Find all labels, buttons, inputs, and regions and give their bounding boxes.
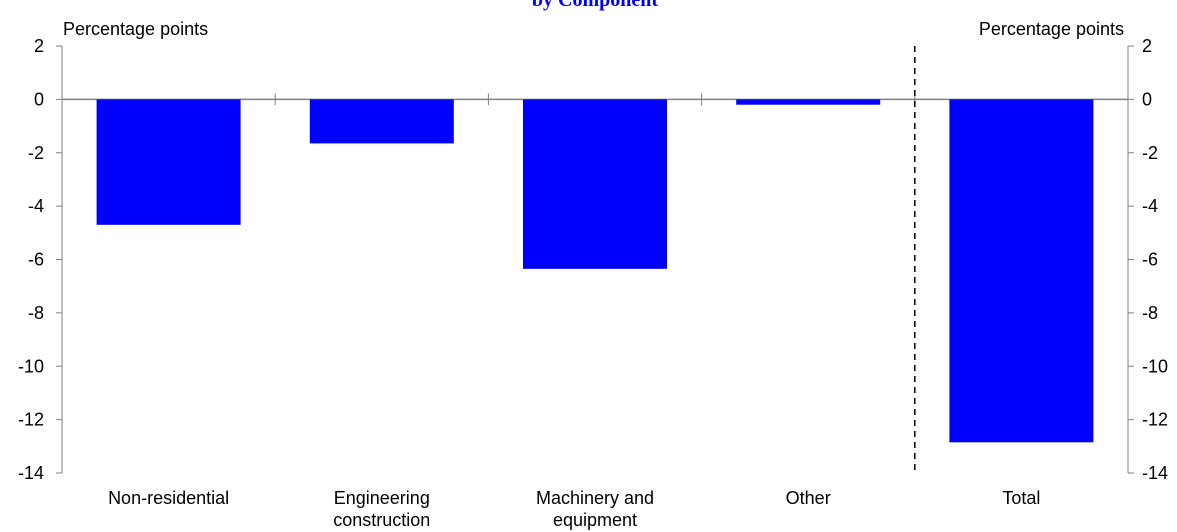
right-tick-label: 2 [1142, 36, 1152, 56]
right-tick-label: -6 [1142, 250, 1158, 270]
left-tick-label: -2 [28, 143, 44, 163]
right-tick-label: -10 [1142, 356, 1168, 376]
left-tick-label: -12 [18, 410, 44, 430]
right-tick-label: -8 [1142, 303, 1158, 323]
category-label: construction [333, 510, 430, 530]
left-axis-title: Percentage points [63, 19, 208, 39]
left-tick-label: -14 [18, 463, 44, 483]
right-tick-label: -12 [1142, 410, 1168, 430]
category-label: Non-residential [108, 488, 229, 508]
bar [96, 99, 241, 225]
category-label: Total [1002, 488, 1040, 508]
right-tick-label: 0 [1142, 89, 1152, 109]
bar [523, 99, 667, 269]
left-tick-label: 2 [34, 36, 44, 56]
left-tick-label: -10 [18, 356, 44, 376]
category-label: equipment [553, 510, 637, 530]
category-label: Other [786, 488, 831, 508]
left-tick-label: -6 [28, 250, 44, 270]
right-tick-label: -4 [1142, 196, 1158, 216]
left-tick-label: -4 [28, 196, 44, 216]
category-label: Machinery and [536, 488, 654, 508]
chart-title: by Component [532, 0, 658, 11]
category-label: Engineering [334, 488, 430, 508]
right-axis-title: Percentage points [979, 19, 1124, 39]
bar [736, 99, 881, 105]
right-tick-label: -2 [1142, 143, 1158, 163]
right-tick-label: -14 [1142, 463, 1168, 483]
left-tick-label: 0 [34, 89, 44, 109]
bar [949, 99, 1094, 443]
left-tick-label: -8 [28, 303, 44, 323]
bars [96, 99, 1094, 443]
bar [309, 99, 454, 144]
